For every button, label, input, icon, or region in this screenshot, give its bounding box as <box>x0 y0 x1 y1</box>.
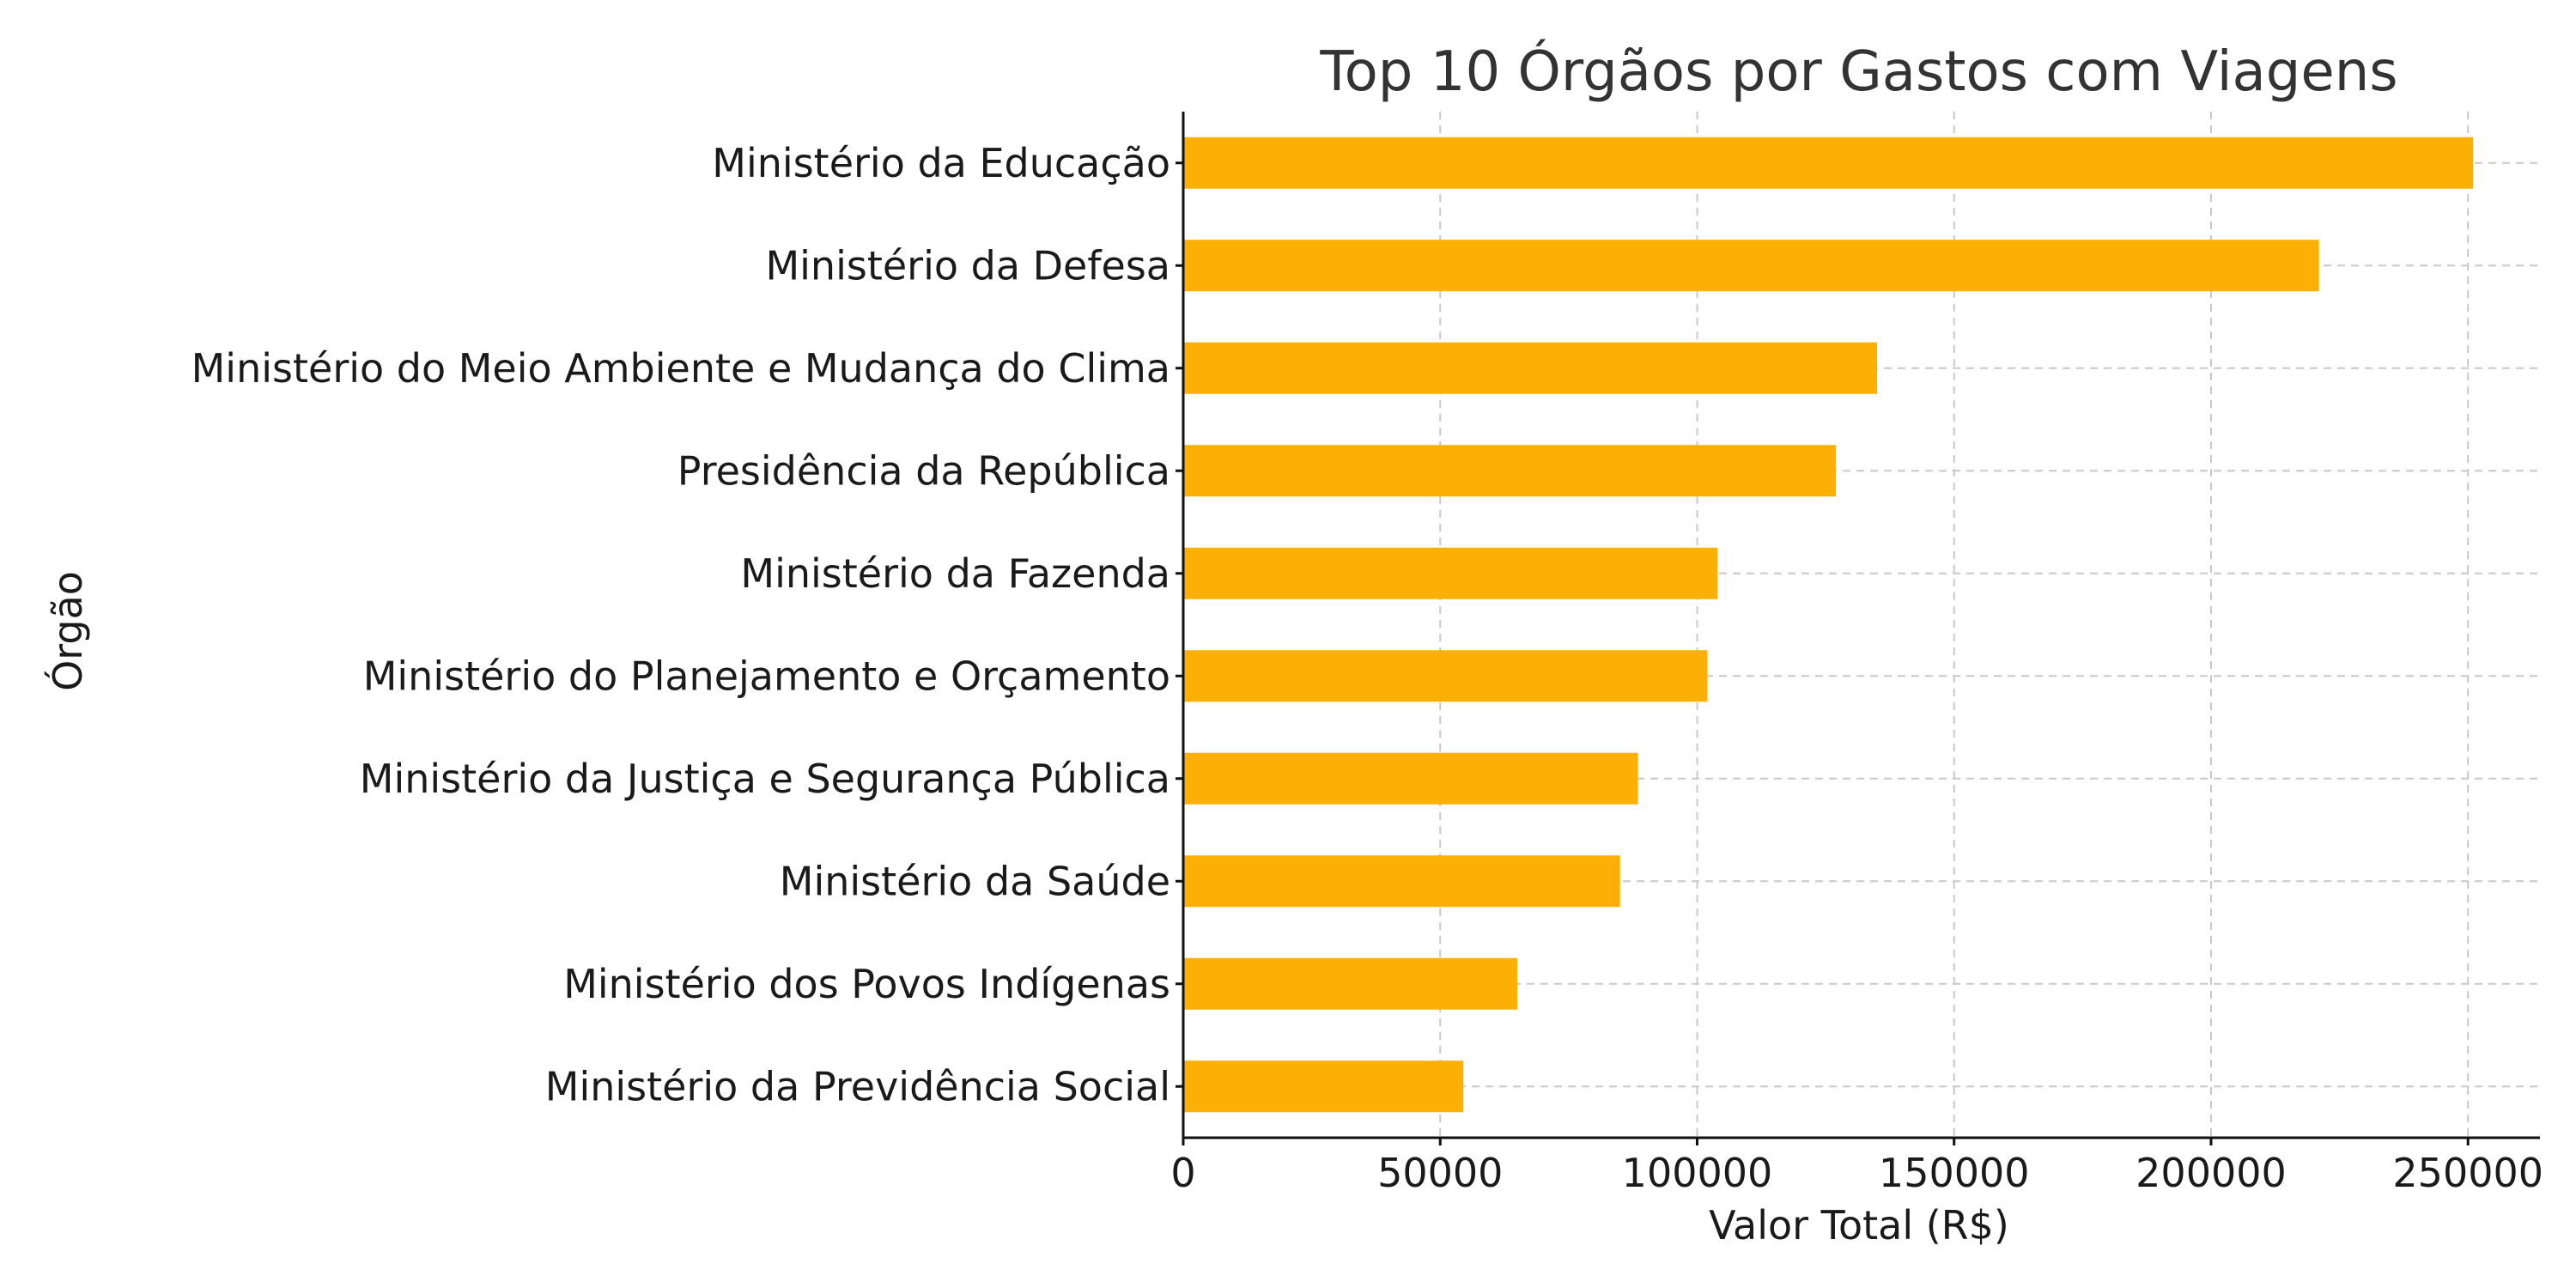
category-label: Ministério da Justiça e Segurança Públic… <box>360 756 1170 802</box>
category-labels: Ministério da Educação Ministério da Defe… <box>191 140 1170 1110</box>
x-axis-label: Valor Total (R$) <box>1709 1202 2009 1249</box>
category-label: Ministério da Educação <box>712 140 1170 186</box>
bar <box>1183 240 2319 292</box>
bar <box>1183 445 1837 497</box>
x-tick-label: 200000 <box>2136 1150 2287 1196</box>
axes <box>1176 112 2540 1145</box>
x-tick-label: 250000 <box>2392 1150 2543 1196</box>
category-label: Ministério da Saúde <box>780 858 1170 904</box>
chart-title: Top 10 Órgãos por Gastos com Viagens <box>1319 39 2397 104</box>
bar <box>1183 650 1708 702</box>
x-tick-label: 50000 <box>1377 1150 1503 1196</box>
category-label: Ministério do Meio Ambiente e Mudança do… <box>191 345 1170 392</box>
category-label: Ministério dos Povos Indígenas <box>563 961 1170 1007</box>
bar <box>1183 752 1638 805</box>
bar <box>1183 547 1718 599</box>
bar <box>1183 137 2474 189</box>
bar <box>1183 1060 1464 1113</box>
category-label: Ministério da Fazenda <box>740 550 1170 597</box>
bar <box>1183 342 1877 394</box>
category-label: Ministério do Planejamento e Orçamento <box>363 653 1170 699</box>
x-tick-label: 150000 <box>1879 1150 2030 1196</box>
bar <box>1183 957 1518 1010</box>
bars <box>1183 137 2474 1113</box>
x-tick-labels: 0 50000 100000 150000 200000 250000 <box>1170 1150 2543 1196</box>
x-tick-label: 0 <box>1170 1150 1195 1196</box>
category-label: Presidência da República <box>677 447 1170 494</box>
x-tick-label: 100000 <box>1622 1150 1773 1196</box>
category-label: Ministério da Previdência Social <box>545 1063 1170 1109</box>
category-label: Ministério da Defesa <box>765 242 1170 289</box>
y-axis-label: Órgão <box>45 571 91 691</box>
bar <box>1183 855 1620 908</box>
